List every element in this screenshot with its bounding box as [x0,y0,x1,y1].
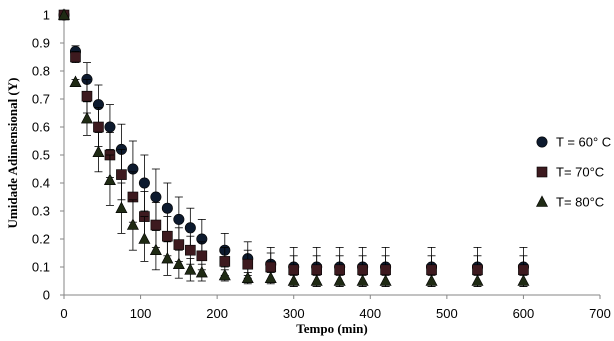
y-tick-label: 0.5 [32,148,50,163]
data-point [172,257,185,270]
data-point [93,121,104,133]
data-point [70,51,81,63]
data-point [334,264,345,276]
data-point [149,243,162,255]
y-tick-label: 0.1 [32,260,50,275]
x-tick-label: 500 [436,306,458,321]
data-point [264,271,277,284]
data-point [104,121,116,133]
data-point [162,230,173,242]
data-point [138,232,151,244]
data-point [380,264,391,276]
x-tick-labels: 0 100 200 300 400 500 600 700 [60,295,611,321]
data-point [287,274,300,286]
series-layer [58,8,530,288]
data-point [357,264,368,276]
data-point [173,239,185,250]
legend-label: T = 60° C [556,135,611,150]
data-point [195,265,208,278]
data-point [161,251,174,264]
data-point [138,177,150,189]
data-point [425,274,438,286]
x-tick-label: 700 [589,306,611,321]
series-3 [58,8,530,288]
data-point [92,145,105,157]
data-point [80,111,93,124]
data-point [472,264,483,276]
series-1 [58,9,529,288]
data-point [311,264,322,276]
data-point [517,274,530,286]
x-tick-label: 600 [513,306,535,321]
data-point [379,274,392,286]
y-tick-label: 0.6 [32,120,50,135]
legend-label: T= 70°C [556,165,604,180]
y-tick-label: 0 [43,288,50,303]
y-axis-title: Umidade Adimensional (Y) [5,78,20,229]
y-tick-label: 0.9 [32,36,50,51]
y-tick-labels: 0 0.1 0.2 0.3 0.4 0.5 0.6 0.7 0.8 0.9 1 [32,8,64,303]
data-point [150,191,162,203]
data-point [242,258,254,270]
x-tick-label: 400 [359,306,381,321]
data-point [518,264,529,276]
data-point [218,268,231,281]
data-point [356,274,369,286]
x-tick-label: 300 [283,306,305,321]
data-point [265,261,277,273]
data-point [184,222,196,234]
y-tick-label: 0.4 [32,176,50,191]
series-2 [58,9,529,285]
data-point [241,271,254,284]
legend: T = 60° C T= 70°C T= 80°C [536,135,611,210]
x-axis-title: Tempo (min) [296,321,367,336]
data-point [471,274,484,286]
y-tick-label: 0.8 [32,64,50,79]
legend-marker [536,195,548,207]
x-tick-label: 100 [130,306,152,321]
data-point [150,219,162,231]
data-point [58,8,70,20]
data-point [196,250,208,262]
data-point [115,201,128,213]
data-point [426,264,437,276]
data-point [116,169,127,180]
data-point [69,75,82,87]
data-point [333,274,346,286]
data-point [219,256,231,267]
data-point [310,274,323,286]
legend-marker [536,166,548,178]
x-tick-label: 200 [206,306,228,321]
data-point [288,264,300,276]
data-point [126,218,139,230]
legend-marker [536,136,548,148]
data-point [185,244,196,256]
data-point [173,213,185,225]
y-tick-label: 1 [43,8,50,23]
y-tick-label: 0.3 [32,204,50,219]
data-point [81,90,93,102]
x-tick-label: 0 [60,306,67,321]
y-tick-label: 0.7 [32,92,50,107]
y-tick-label: 0.2 [32,232,50,247]
data-point [184,263,197,275]
legend-label: T= 80°C [556,195,604,210]
data-point [161,202,173,214]
data-point [103,173,116,185]
